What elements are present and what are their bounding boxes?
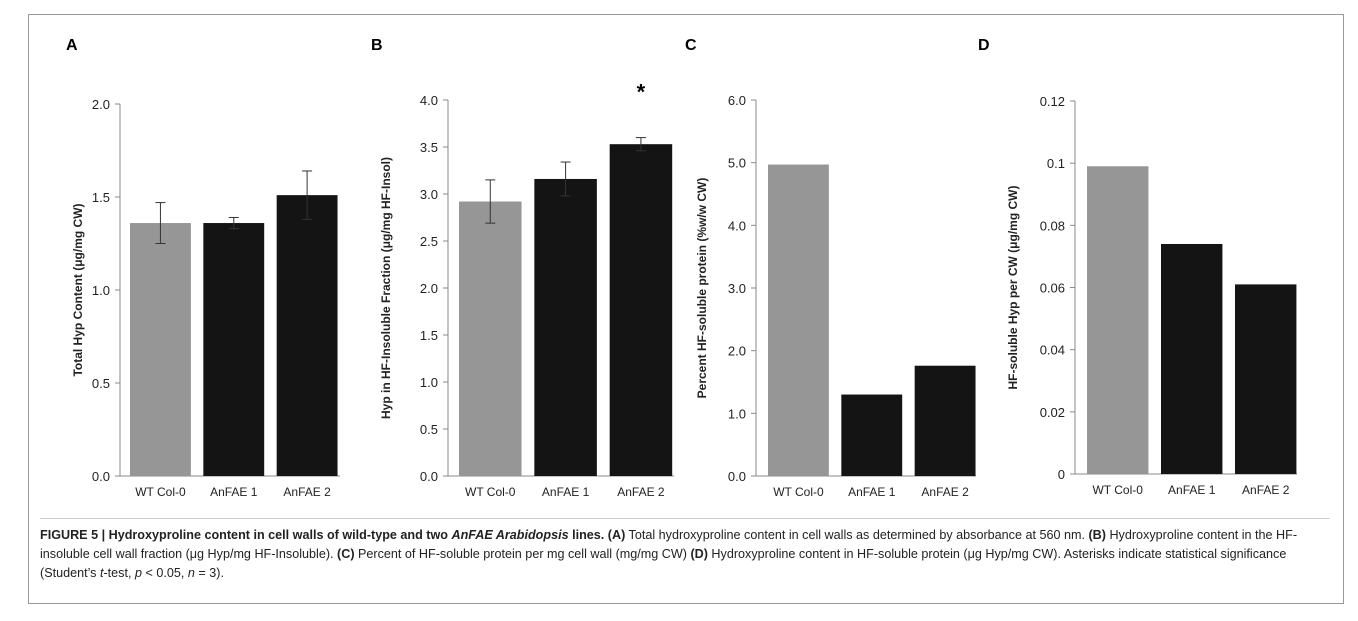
panel-a-y-tick-label: 2.0 bbox=[92, 97, 110, 112]
panel-d-y-tick-label: 0.08 bbox=[1040, 218, 1065, 233]
panel-b-y-tick-label: 0.5 bbox=[420, 422, 438, 437]
panel-a-category-label: AnFAE 2 bbox=[283, 485, 331, 499]
panel-b-y-tick-label: 1.0 bbox=[420, 375, 438, 390]
caption-lead: FIGURE 5 | Hydroxyproline content in cel… bbox=[40, 528, 605, 542]
panel-b-y-axis-label: Hyp in HF-Insoluble Fraction (μg/mg HF-I… bbox=[379, 157, 393, 419]
panel-c-letter: C bbox=[685, 37, 697, 54]
panel-a-letter: A bbox=[66, 37, 78, 54]
panel-c-y-tick-label: 6.0 bbox=[728, 93, 746, 108]
panel-b-y-tick-label: 0.0 bbox=[420, 469, 438, 484]
panel-b-letter: B bbox=[371, 37, 383, 54]
panel-c-y-tick-label: 3.0 bbox=[728, 281, 746, 296]
panel-c-y-tick-label: 4.0 bbox=[728, 218, 746, 233]
panel-c-bar bbox=[768, 164, 829, 476]
panel-b-category-label: AnFAE 2 bbox=[617, 485, 665, 499]
panel-a-category-label: AnFAE 1 bbox=[210, 485, 258, 499]
panel-c-y-tick-label: 2.0 bbox=[728, 344, 746, 359]
panel-d-y-axis-label: HF-soluble Hyp per CW (μg/mg CW) bbox=[1006, 186, 1020, 390]
panel-a-y-tick-label: 0.0 bbox=[92, 469, 110, 484]
panel-a-bar bbox=[130, 223, 191, 476]
caption-divider bbox=[40, 518, 1330, 519]
panel-d-y-tick-label: 0.1 bbox=[1047, 156, 1065, 171]
panel-a-y-tick-label: 1.0 bbox=[92, 283, 110, 298]
figure-frame bbox=[28, 14, 1344, 604]
panel-b-y-tick-label: 2.5 bbox=[420, 234, 438, 249]
panel-d-y-tick-label: 0.04 bbox=[1040, 343, 1065, 358]
panel-d-bar bbox=[1161, 243, 1223, 474]
panel-a-y-tick-label: 1.5 bbox=[92, 190, 110, 205]
panel-d-bar bbox=[1235, 284, 1297, 474]
panel-c-category-label: WT Col-0 bbox=[773, 485, 824, 499]
panel-c-category-label: AnFAE 1 bbox=[848, 485, 896, 499]
panel-d-category-label: AnFAE 1 bbox=[1168, 483, 1216, 497]
panel-b-y-tick-label: 3.0 bbox=[420, 187, 438, 202]
panel-a-bar bbox=[203, 223, 265, 476]
panel-b-significance-marker: * bbox=[637, 80, 646, 105]
figure-caption: FIGURE 5 | Hydroxyproline content in cel… bbox=[40, 528, 1298, 580]
panel-b-bar bbox=[459, 201, 522, 476]
panel-a-bar bbox=[276, 195, 338, 476]
panel-c-y-axis-label: Percent HF-soluble protein (%w/w CW) bbox=[695, 178, 709, 399]
panel-c-category-label: AnFAE 2 bbox=[921, 485, 969, 499]
figure-charts: A 0.0 0.5 1.0 1.5 2.0 Total Hyp Content (μg/mg… bbox=[66, 37, 1297, 499]
panel-d-bar bbox=[1087, 166, 1149, 474]
panel-c-bar bbox=[841, 394, 903, 476]
panel-a-category-label: WT Col-0 bbox=[135, 485, 186, 499]
panel-b-category-label: WT Col-0 bbox=[465, 485, 516, 499]
panel-b-bar bbox=[534, 178, 597, 476]
panel-c-y-tick-label: 5.0 bbox=[728, 156, 746, 171]
panel-d-letter: D bbox=[978, 37, 990, 54]
panel-d-y-tick-label: 0.06 bbox=[1040, 281, 1065, 296]
panel-d-category-label: AnFAE 2 bbox=[1242, 483, 1290, 497]
panel-d-category-label: WT Col-0 bbox=[1092, 483, 1143, 497]
panel-c-y-tick-label: 0.0 bbox=[728, 469, 746, 484]
panel-b-y-tick-label: 2.0 bbox=[420, 281, 438, 296]
panel-b-bar bbox=[609, 144, 673, 476]
panel-d-y-tick-label: 0.12 bbox=[1040, 94, 1065, 109]
panel-b-y-tick-label: 3.5 bbox=[420, 140, 438, 155]
panel-a-y-tick-label: 0.5 bbox=[92, 376, 110, 391]
panel-b-y-tick-label: 1.5 bbox=[420, 328, 438, 343]
panel-a-y-axis-label: Total Hyp Content (μg/mg CW) bbox=[71, 203, 85, 376]
panel-c-y-tick-label: 1.0 bbox=[728, 406, 746, 421]
panel-b-category-label: AnFAE 1 bbox=[542, 485, 590, 499]
panel-b-y-tick-label: 4.0 bbox=[420, 93, 438, 108]
panel-d-y-tick-label: 0 bbox=[1058, 467, 1065, 482]
panel-c-bar bbox=[914, 365, 976, 476]
panel-d-y-tick-label: 0.02 bbox=[1040, 405, 1065, 420]
